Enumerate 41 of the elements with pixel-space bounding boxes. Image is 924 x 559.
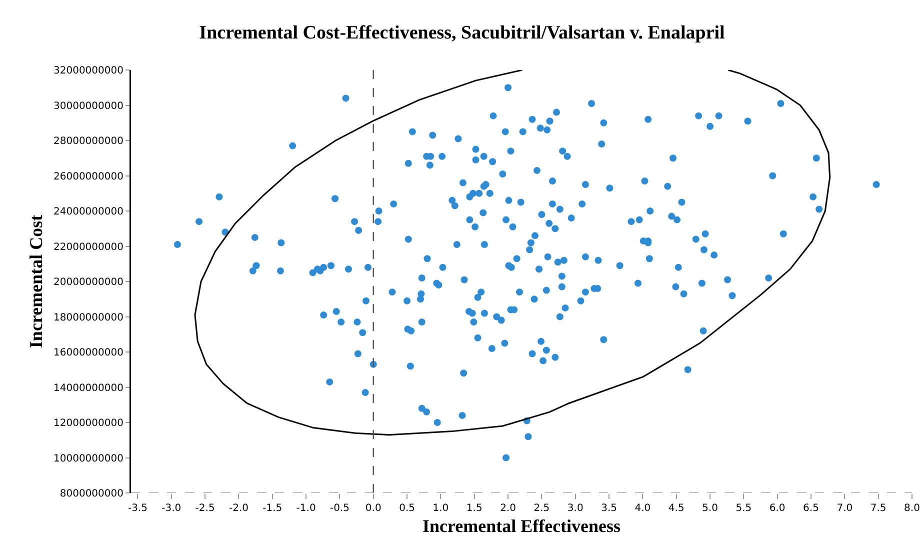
x-tick-label: 7.0 [836,503,853,514]
y-tick-label: 28000000000 [54,136,124,147]
chart-title: Incremental Cost-Effectiveness, Sacubitril/Valsartan v. Enalapril [199,22,725,44]
x-tick-label: 3.0 [567,503,584,514]
line-series [194,70,831,436]
y-tick-label: 12000000000 [54,418,124,429]
y-tick-label: 26000000000 [54,171,124,182]
x-tick-label: 5.5 [736,503,752,514]
y-tick-label: 22000000000 [54,242,124,253]
y-tick-label: 16000000000 [54,348,124,358]
x-axis-title: Incremental Effectiveness [422,516,621,536]
y-tick-label: 20000000000 [54,277,124,288]
x-tick-label: 0.5 [399,503,415,514]
x-tick-label: 5.0 [702,503,718,514]
x-tick-label: 4.5 [668,503,684,514]
x-tick-label: 2.5 [534,503,550,514]
y-axis-title: Incremental Cost [26,214,46,348]
x-tick-label: -2.0 [228,503,248,514]
y-tick-label: 32000000000 [54,66,124,76]
x-tick-label: -3.5 [128,503,148,514]
x-tick-label: -2.5 [195,503,215,514]
x-tick-label: -0.5 [330,503,350,514]
y-tick-label: 8000000000 [60,488,124,500]
x-tick-label: 1.0 [432,503,449,514]
x-tick-label: 2.0 [500,503,516,514]
x-tick-label: 6.0 [769,503,786,514]
x-tick-label: 4.0 [634,503,651,514]
y-tick-label: 18000000000 [54,312,124,324]
x-tick-label: 3.5 [601,503,617,514]
y-tick-label: 10000000000 [54,453,124,464]
x-tick-label: -1.0 [296,503,316,514]
x-tick-label: 0.0 [365,503,382,514]
x-tick-label: 1.5 [466,503,482,514]
y-tick-label: 30000000000 [54,100,124,112]
x-tick-label: -1.5 [262,503,282,514]
x-tick-label: 7.5 [870,503,886,514]
x-tick-label: -3.0 [162,503,182,514]
y-tick-label: 24000000000 [54,206,124,218]
x-tick-label: 8.0 [904,503,920,514]
y-tick-label: 14000000000 [54,382,124,394]
x-tick-label: 6.5 [803,503,819,514]
